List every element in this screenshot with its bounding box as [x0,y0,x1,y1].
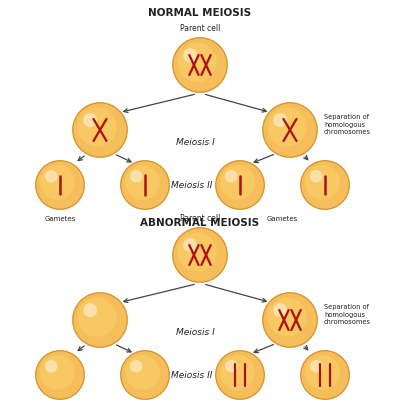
Circle shape [178,42,217,82]
Circle shape [35,350,85,400]
Circle shape [220,165,255,200]
Circle shape [78,298,117,337]
Circle shape [262,292,318,348]
Circle shape [310,360,322,372]
Circle shape [301,351,349,399]
Circle shape [72,102,128,158]
Circle shape [225,360,238,372]
Circle shape [216,351,264,399]
Circle shape [225,170,238,182]
Circle shape [305,355,340,390]
Circle shape [72,292,128,348]
Text: Gametes: Gametes [44,216,76,222]
Circle shape [45,170,58,182]
Circle shape [172,37,228,93]
Circle shape [35,160,85,210]
Circle shape [125,355,160,390]
Circle shape [36,161,84,209]
Circle shape [130,170,142,182]
Circle shape [40,355,75,390]
Circle shape [273,303,287,317]
Circle shape [130,360,142,372]
Circle shape [273,113,287,127]
Text: Separation of
homologous
chromosomes: Separation of homologous chromosomes [324,304,371,326]
Circle shape [300,350,350,400]
Circle shape [268,108,307,147]
Text: Meiosis I: Meiosis I [176,138,214,147]
Circle shape [262,102,318,158]
Circle shape [121,351,169,399]
Text: NORMAL MEIOSIS: NORMAL MEIOSIS [148,8,252,18]
Text: Parent cell: Parent cell [180,24,220,33]
Circle shape [120,350,170,400]
Text: Gametes: Gametes [266,216,298,222]
Circle shape [173,38,227,92]
Circle shape [178,232,217,272]
Circle shape [73,103,127,157]
Circle shape [183,238,197,252]
Circle shape [120,160,170,210]
Circle shape [36,351,84,399]
Circle shape [183,48,197,62]
Circle shape [121,161,169,209]
Text: Parent cell: Parent cell [180,214,220,223]
Circle shape [45,360,58,372]
Circle shape [310,170,322,182]
Circle shape [215,160,265,210]
Circle shape [83,303,97,317]
Circle shape [73,293,127,347]
Circle shape [40,165,75,200]
Circle shape [268,298,307,337]
Circle shape [305,165,340,200]
Circle shape [215,350,265,400]
Circle shape [216,161,264,209]
Circle shape [78,108,117,147]
Circle shape [83,113,97,127]
Circle shape [263,103,317,157]
Text: ABNORMAL MEIOSIS: ABNORMAL MEIOSIS [140,218,260,228]
Circle shape [172,227,228,283]
Circle shape [263,293,317,347]
Text: Meiosis I: Meiosis I [176,328,214,337]
Circle shape [220,355,255,390]
Circle shape [125,165,160,200]
Text: Meiosis II: Meiosis II [171,370,213,380]
Text: Meiosis II: Meiosis II [171,180,213,190]
Circle shape [300,160,350,210]
Circle shape [301,161,349,209]
Text: Separation of
homologous
chromosomes: Separation of homologous chromosomes [324,114,371,136]
Circle shape [173,228,227,282]
